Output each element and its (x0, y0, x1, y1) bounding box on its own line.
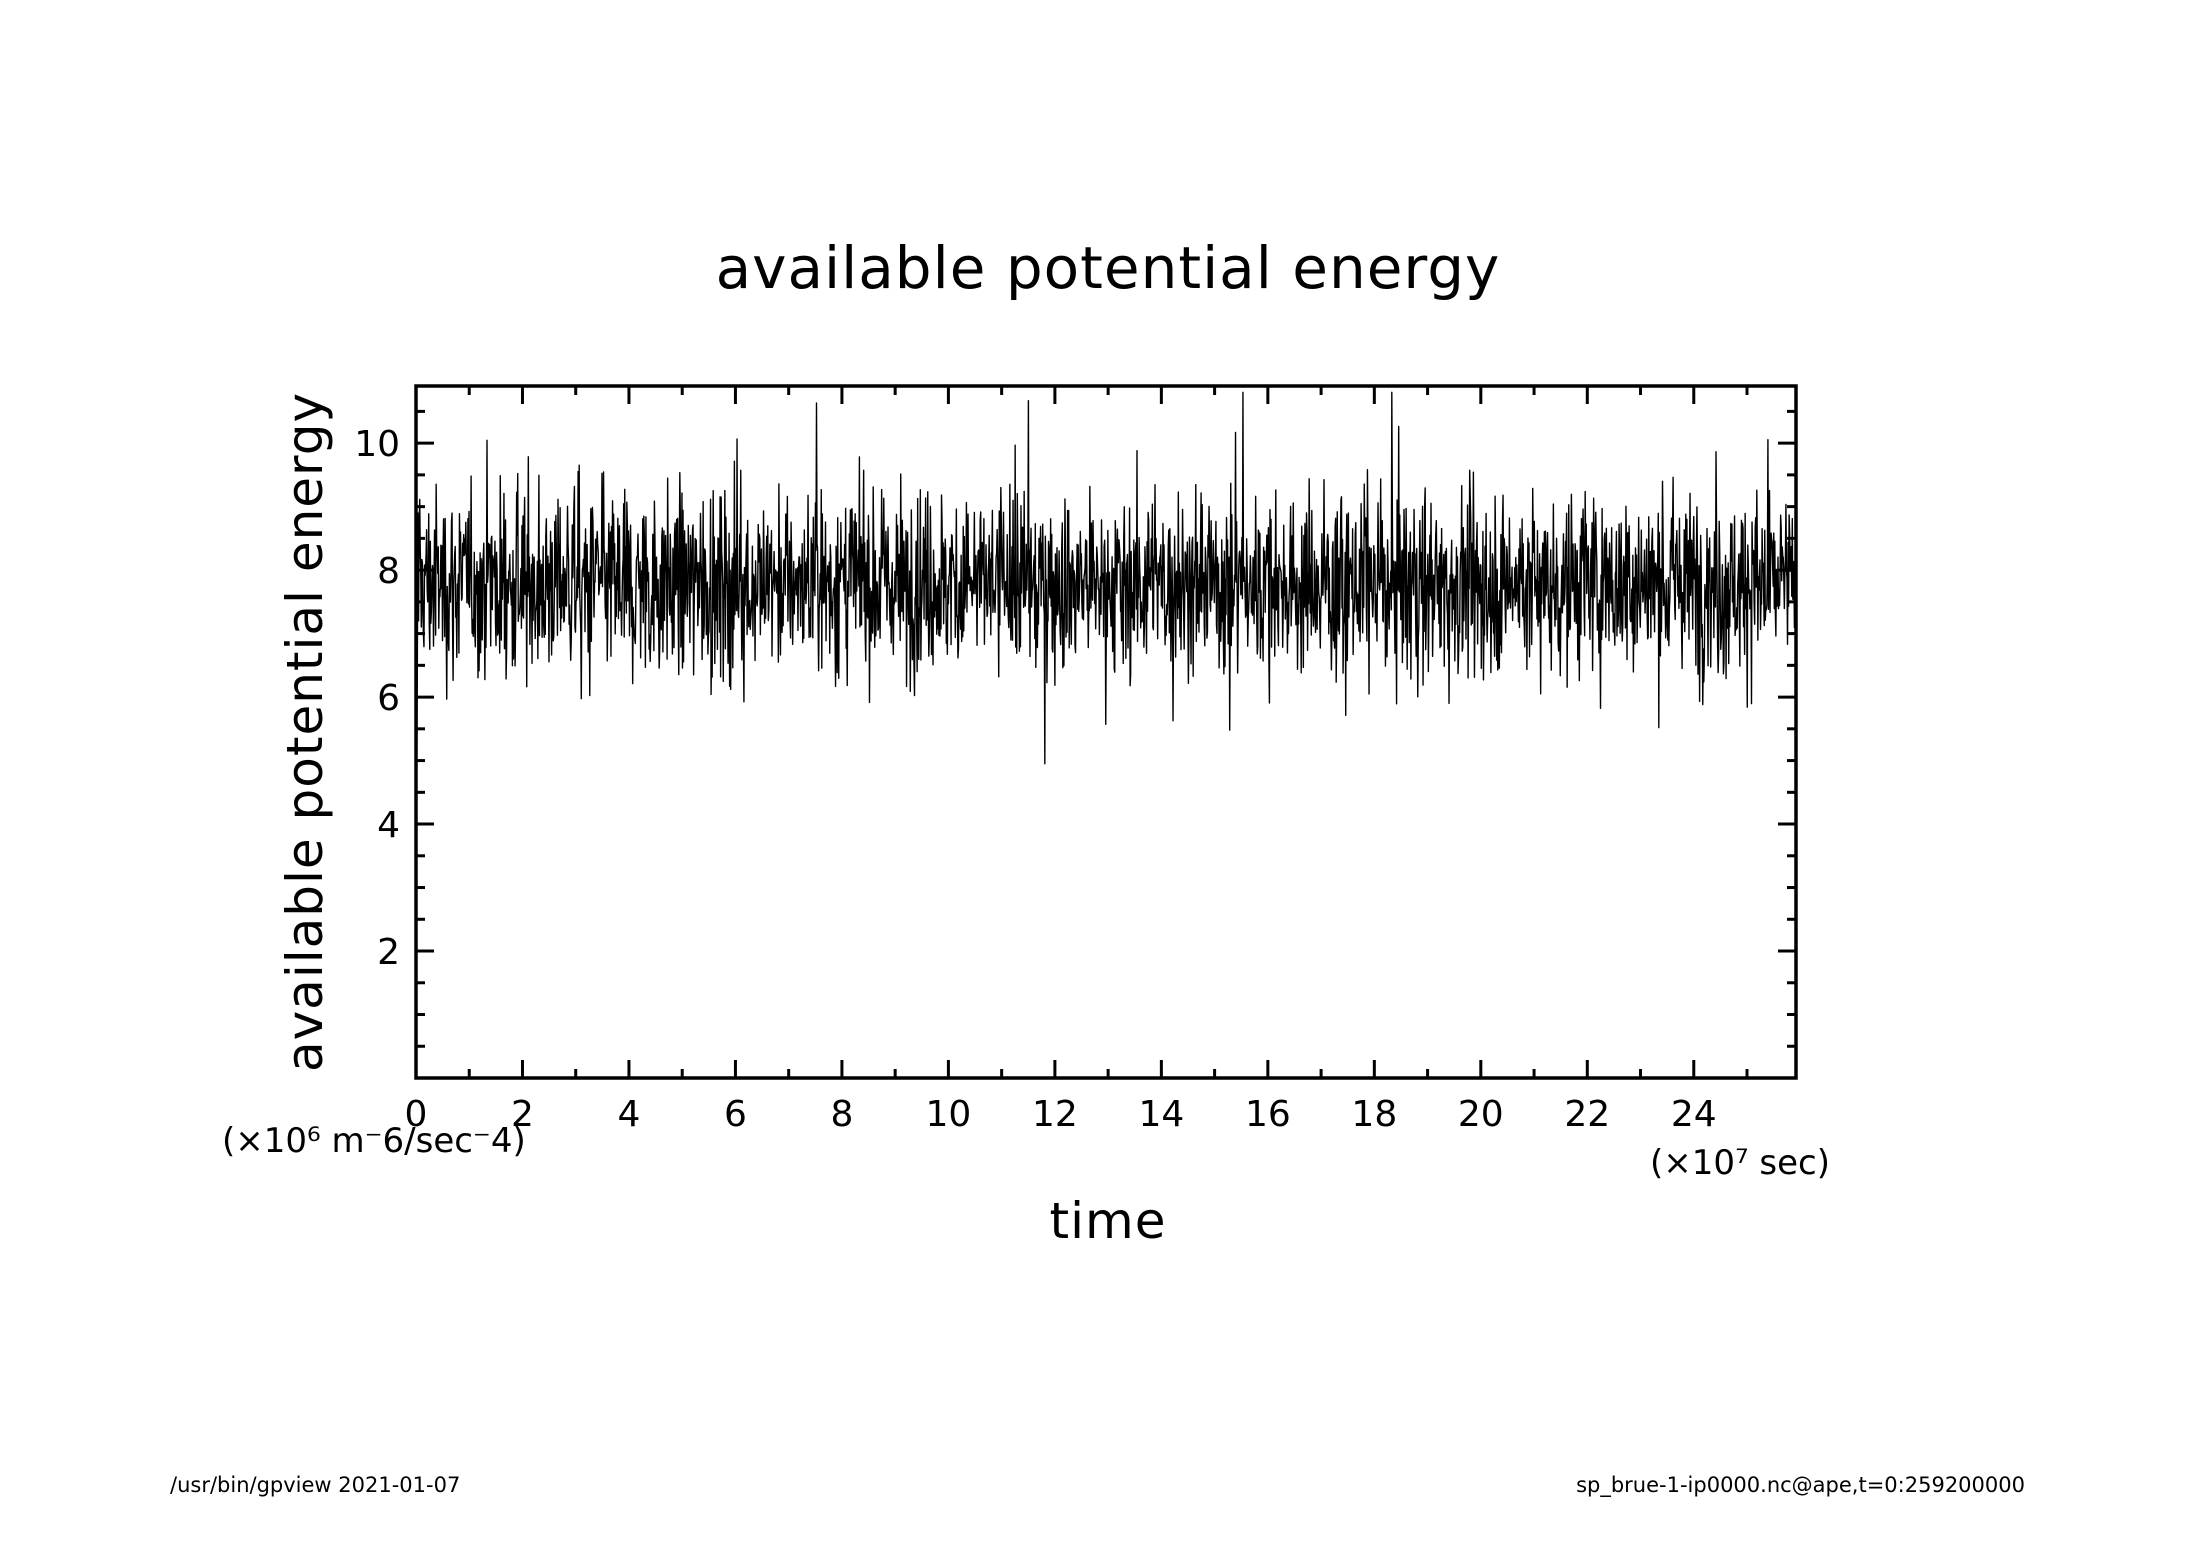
footer-program-date: /usr/bin/gpview 2021-01-07 (170, 1473, 460, 1497)
x-tick-label: 18 (1351, 1094, 1397, 1135)
y-tick-label: 2 (377, 932, 400, 973)
chart-title: available potential energy (716, 234, 1501, 302)
x-tick-label: 2 (511, 1094, 534, 1135)
footer-source-file: sp_brue-1-ip0000.nc@ape,t=0:259200000 (1576, 1473, 2025, 1498)
x-tick-label: 10 (926, 1094, 972, 1135)
y-axis-unit-label: (×10⁶ m⁻6/sec⁻4) (222, 1121, 526, 1161)
series-group (415, 391, 1797, 1079)
x-tick-label: 8 (830, 1094, 853, 1135)
x-tick-label: 4 (618, 1094, 641, 1135)
x-axis-unit-label: (×10⁷ sec) (1650, 1143, 1830, 1183)
series-line (415, 391, 1797, 1079)
x-tick-label: 16 (1245, 1094, 1291, 1135)
x-tick-label: 14 (1138, 1094, 1184, 1135)
plot-frame (414, 384, 1798, 1080)
x-tick-label: 22 (1564, 1094, 1610, 1135)
x-tick-label: 0 (405, 1094, 428, 1135)
x-tick-label: 24 (1671, 1094, 1717, 1135)
x-tick-label: 12 (1032, 1094, 1078, 1135)
x-tick-label: 6 (724, 1094, 747, 1135)
x-tick-labels: 0 2 4 6 8 10 12 14 16 18 20 22 24 (405, 1094, 1717, 1135)
axis-ticks (414, 386, 1796, 1078)
y-tick-label: 4 (377, 805, 400, 846)
y-tick-label: 8 (377, 551, 400, 592)
x-tick-label: 20 (1458, 1094, 1504, 1135)
y-axis-title: available potential energy (276, 392, 334, 1072)
y-tick-labels: 2 4 6 8 10 (354, 424, 400, 973)
y-tick-label: 10 (354, 424, 400, 465)
x-axis-title: time (1050, 1192, 1167, 1250)
y-tick-label: 6 (377, 678, 400, 719)
